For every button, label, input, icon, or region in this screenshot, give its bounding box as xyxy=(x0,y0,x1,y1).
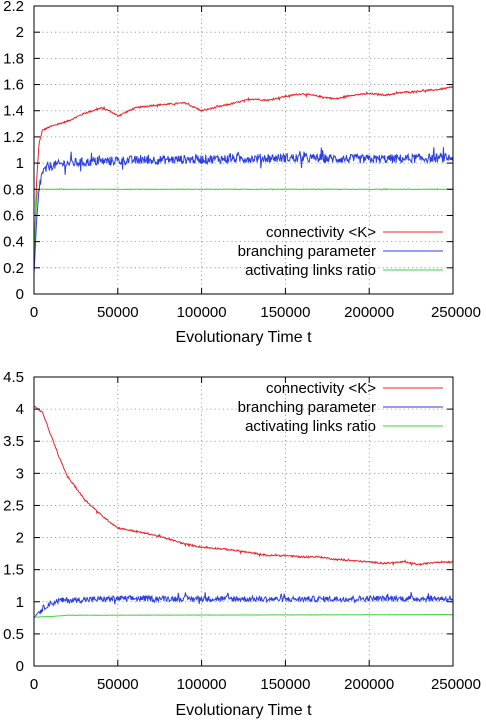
y-tick-label: 4.5 xyxy=(3,369,24,386)
y-tick-label: 3.5 xyxy=(3,433,24,450)
y-tick-label: 0.2 xyxy=(3,260,24,277)
legend: connectivity <K> branching parameter activ… xyxy=(238,224,443,279)
y-tick-label: 0 xyxy=(16,658,24,675)
x-tick-label: 150000 xyxy=(260,676,310,693)
y-tick-label: 0.8 xyxy=(3,181,24,198)
legend-label: connectivity <K> xyxy=(266,224,376,241)
legend-label: connectivity <K> xyxy=(266,380,376,397)
plot-frame xyxy=(33,5,454,295)
series-line-3 xyxy=(33,613,454,618)
plot-frame xyxy=(33,376,454,667)
y-tick-label: 2.2 xyxy=(3,0,24,15)
series-line-2 xyxy=(33,147,454,275)
y-tick-label: 0.5 xyxy=(3,626,24,643)
chart-1: 0 0.2 0.4 0.6 0.8 1 1.2 1.4 1.6 1.8 2 2.2 0 50000 1000… xyxy=(3,0,481,346)
chart-2: 0 0.5 1 1.5 2 2.5 3 3.5 4 4.5 0 50000 100000 150000 20… xyxy=(3,369,481,719)
y-tick-label: 0.4 xyxy=(3,234,24,251)
x-tick-label: 0 xyxy=(30,304,38,321)
x-axis-title: Evolutionary Time t xyxy=(175,329,312,346)
y-tick-label: 1.8 xyxy=(3,50,24,67)
x-tick-label: 50000 xyxy=(97,304,139,321)
y-tick-label: 1.2 xyxy=(3,129,24,146)
legend-label: activating links ratio xyxy=(245,418,376,435)
y-tick-label: 3 xyxy=(16,465,24,482)
x-tick-label: 250000 xyxy=(431,304,481,321)
y-tick-label: 2.5 xyxy=(3,497,24,514)
legend-label: activating links ratio xyxy=(245,262,376,279)
legend-label: branching parameter xyxy=(238,243,376,260)
y-tick-label: 0 xyxy=(16,286,24,303)
y-tick-label: 4 xyxy=(16,401,24,418)
y-tick-label: 1 xyxy=(16,155,24,172)
y-tick-label: 2 xyxy=(16,24,24,41)
x-tick-label: 0 xyxy=(30,676,38,693)
y-tick-label: 2 xyxy=(16,530,24,547)
y-tick-label: 1 xyxy=(16,594,24,611)
legend-label: branching parameter xyxy=(238,399,376,416)
series-line-2 xyxy=(33,591,454,619)
x-tick-label: 100000 xyxy=(177,676,227,693)
series-line-1 xyxy=(33,405,454,567)
y-tick-label: 1.6 xyxy=(3,77,24,94)
x-tick-label: 100000 xyxy=(177,304,227,321)
x-tick-label: 150000 xyxy=(260,304,310,321)
x-tick-label: 250000 xyxy=(431,676,481,693)
series-line-3 xyxy=(33,187,454,255)
y-tick-label: 0.6 xyxy=(3,207,24,224)
series-line-1 xyxy=(33,85,454,268)
x-axis-title: Evolutionary Time t xyxy=(175,702,312,719)
y-tick-label: 1.5 xyxy=(3,562,24,579)
y-tick-label: 1.4 xyxy=(3,103,24,120)
x-tick-label: 50000 xyxy=(97,676,139,693)
x-tick-label: 200000 xyxy=(344,304,394,321)
x-tick-label: 200000 xyxy=(344,676,394,693)
legend: connectivity <K> branching parameter activ… xyxy=(238,380,443,435)
